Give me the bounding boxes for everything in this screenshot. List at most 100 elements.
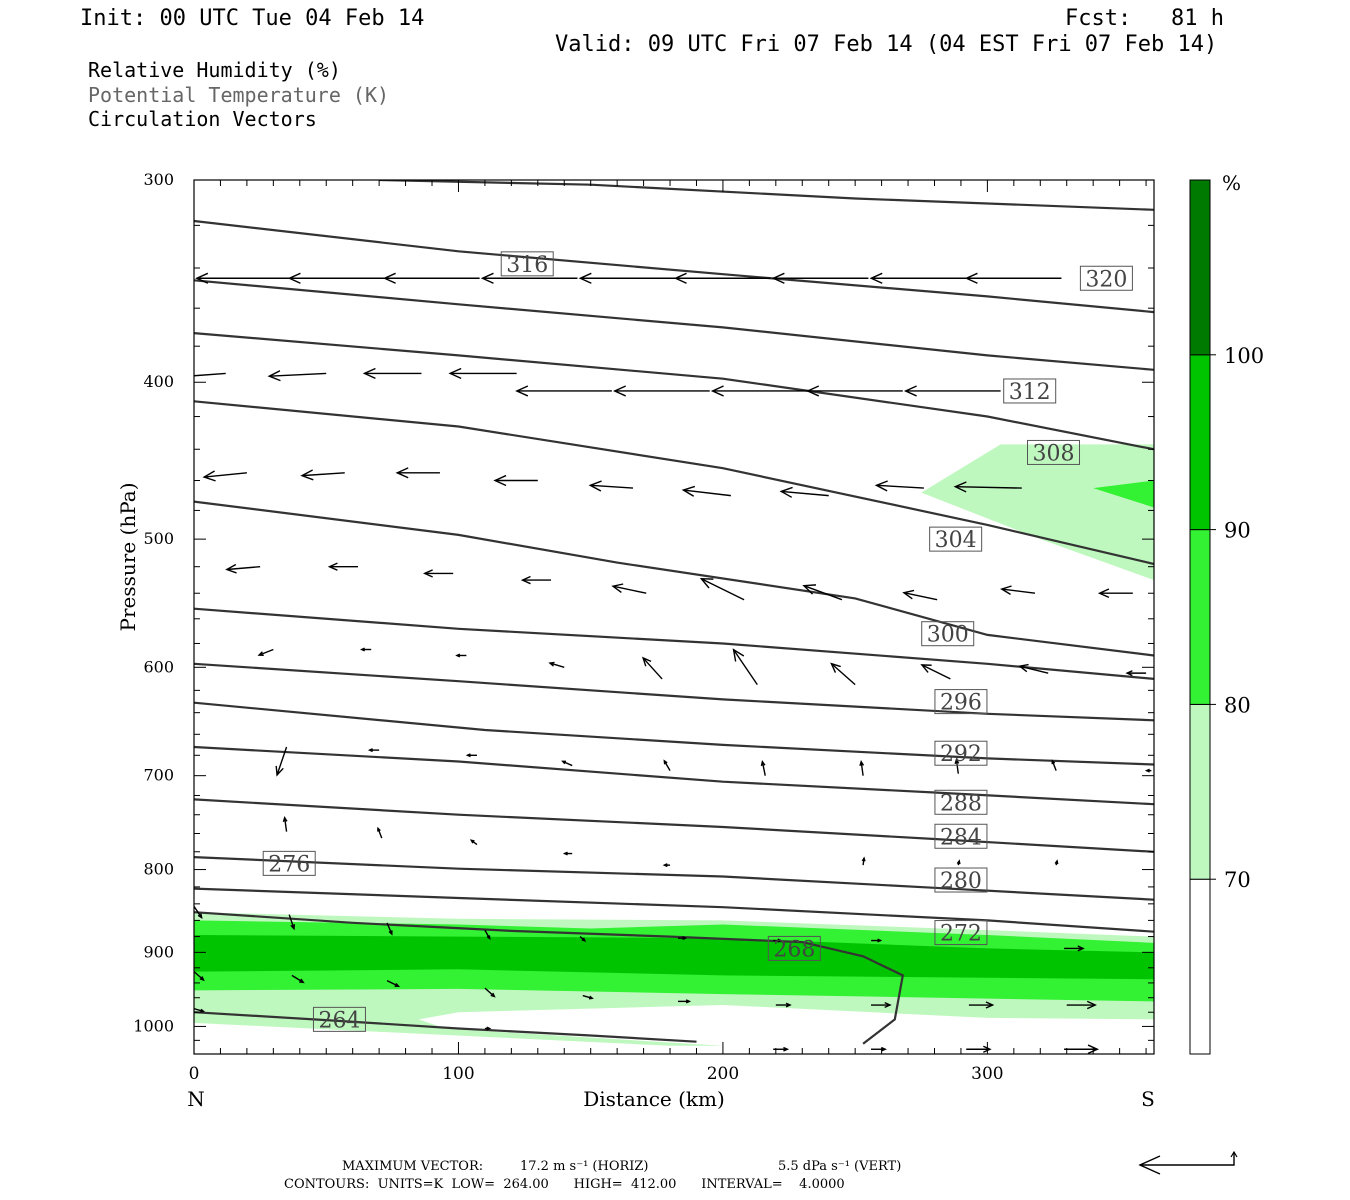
circulation-vector-86 bbox=[484, 1026, 492, 1031]
circulation-vector-69 bbox=[484, 929, 491, 941]
theta-label-box-272 bbox=[934, 920, 988, 946]
circulation-vector-84 bbox=[1066, 1000, 1097, 1010]
theta-contour-308 bbox=[194, 332, 1154, 451]
valid-time: Valid: 09 UTC Fri 07 Feb 14 (04 EST Fri … bbox=[555, 32, 1218, 57]
circulation-vector-18 bbox=[903, 385, 1001, 397]
circulation-vector-24 bbox=[681, 485, 731, 497]
circulation-vector-44 bbox=[830, 662, 856, 686]
circulation-vector-13 bbox=[448, 367, 517, 379]
theta-contour-276 bbox=[194, 856, 1154, 901]
contour-labels: 264 268 272 276 280 284 288 292 296 300 304 308 312 3… bbox=[262, 251, 1133, 1033]
circulation-vector-27 bbox=[953, 481, 1022, 493]
contour-info: CONTOURS: UNITS=K LOW= 264.00 HIGH= 412.… bbox=[284, 1177, 845, 1192]
colorbar-label-70: 70 bbox=[1224, 868, 1251, 892]
circulation-vector-57 bbox=[1144, 768, 1152, 773]
circulation-vector-45 bbox=[920, 664, 951, 680]
forecast-hour: Fcst: 81 h bbox=[1065, 6, 1224, 31]
circulation-vector-2 bbox=[287, 272, 385, 284]
circulation-vector-62 bbox=[662, 863, 671, 868]
theta-label-box-264 bbox=[312, 1006, 366, 1032]
circulation-vector-54 bbox=[859, 759, 865, 776]
circulation-vector-16 bbox=[710, 385, 808, 397]
south-end-label: S bbox=[1141, 1087, 1155, 1111]
circulation-vector-8 bbox=[869, 272, 967, 284]
circulation-vector-20 bbox=[300, 469, 345, 481]
theta-label-288: 288 bbox=[940, 791, 982, 816]
circulation-vector-6 bbox=[673, 272, 771, 284]
circulation-vector-28 bbox=[225, 563, 261, 574]
circulation-vector-80 bbox=[677, 999, 692, 1004]
init-time: Init: 00 UTC Tue 04 Feb 14 bbox=[80, 6, 425, 31]
colorbar-segment-3 bbox=[1189, 354, 1211, 531]
circulation-vector-60 bbox=[469, 839, 478, 846]
theta-label-296: 296 bbox=[940, 691, 982, 716]
colorbar-segment-0 bbox=[1189, 878, 1211, 1055]
theta-label-box-268 bbox=[767, 935, 821, 961]
x-axis-label: Distance (km) bbox=[583, 1087, 725, 1111]
theta-contour-320 bbox=[379, 180, 1154, 211]
circulation-vector-76 bbox=[291, 974, 305, 984]
theta-label-box-304 bbox=[929, 526, 983, 552]
theta-label-box-288 bbox=[934, 789, 988, 815]
theta-label-box-284 bbox=[934, 823, 988, 849]
rh-region-80-4 bbox=[1093, 480, 1154, 508]
legend-potential-temperature: Potential Temperature (K) bbox=[88, 83, 390, 107]
circulation-vector-23 bbox=[588, 480, 634, 492]
theta-contour-268 bbox=[194, 911, 905, 1045]
circulation-vector-88 bbox=[871, 1046, 887, 1052]
circulation-vector-64 bbox=[956, 859, 961, 866]
circulation-vector-39 bbox=[359, 647, 372, 652]
circulation-vector-68 bbox=[386, 922, 393, 936]
colorbar-segment-1 bbox=[1189, 703, 1211, 880]
theta-contour-312 bbox=[194, 279, 1154, 371]
circulation-vector-30 bbox=[422, 569, 454, 578]
theta-contour-292 bbox=[194, 662, 1154, 722]
circulation-vector-41 bbox=[548, 661, 565, 668]
circulation-vector-71 bbox=[677, 936, 688, 941]
x-tick-label-300: 300 bbox=[971, 1064, 1003, 1084]
circulation-vector-87 bbox=[773, 1046, 790, 1052]
y-tick-label-600: 600 bbox=[143, 657, 174, 676]
theta-label-280: 280 bbox=[940, 869, 982, 894]
circulation-vector-35 bbox=[902, 589, 938, 601]
circulation-vector-0 bbox=[194, 278, 195, 279]
theta-label-box-276 bbox=[262, 850, 316, 876]
circulation-vector-59 bbox=[377, 826, 383, 839]
circulation-vector-83 bbox=[968, 1001, 995, 1009]
y-tick-label-300: 300 bbox=[143, 170, 174, 189]
circulation-vector-47 bbox=[1125, 670, 1147, 677]
circulation-vector-33 bbox=[699, 577, 745, 601]
potential-temperature-contours bbox=[194, 180, 1154, 1045]
circulation-vector-12 bbox=[362, 367, 422, 379]
circulation-vector-75 bbox=[194, 971, 205, 982]
theta-contour-316 bbox=[194, 219, 1154, 314]
circulation-vector-9 bbox=[964, 272, 1062, 284]
x-tick-label-200: 200 bbox=[707, 1064, 739, 1084]
circulation-vector-58 bbox=[282, 815, 288, 832]
circulation-vector-79 bbox=[582, 994, 594, 1000]
theta-contour-272 bbox=[194, 887, 1154, 933]
circulation-vector-81 bbox=[775, 1002, 792, 1008]
circulation-vector-67 bbox=[288, 914, 296, 931]
circulation-vector-4 bbox=[480, 272, 578, 284]
circulation-vector-53 bbox=[760, 760, 766, 776]
colorbar-unit: % bbox=[1222, 171, 1241, 195]
theta-label-box-296 bbox=[934, 689, 988, 715]
x-tick-label-100: 100 bbox=[442, 1064, 474, 1084]
circulation-vector-3 bbox=[382, 272, 480, 284]
y-tick-label-800: 800 bbox=[143, 860, 174, 879]
circulation-vector-89 bbox=[966, 1045, 992, 1053]
theta-label-308: 308 bbox=[1033, 441, 1075, 466]
circulation-vector-14 bbox=[515, 385, 612, 397]
circulation-vector-50 bbox=[465, 753, 477, 758]
theta-label-284: 284 bbox=[940, 825, 982, 850]
theta-label-300: 300 bbox=[927, 623, 969, 648]
y-tick-label-700: 700 bbox=[143, 766, 174, 785]
theta-contour-264 bbox=[194, 1011, 697, 1043]
axes: 300 400 500 600 700 800 900 1000 0 100 200 300 Dista… bbox=[116, 170, 1155, 1111]
circulation-vector-22 bbox=[493, 474, 538, 487]
theta-label-276: 276 bbox=[268, 852, 310, 877]
circulation-vector-1 bbox=[195, 272, 292, 284]
theta-label-320: 320 bbox=[1085, 267, 1127, 292]
